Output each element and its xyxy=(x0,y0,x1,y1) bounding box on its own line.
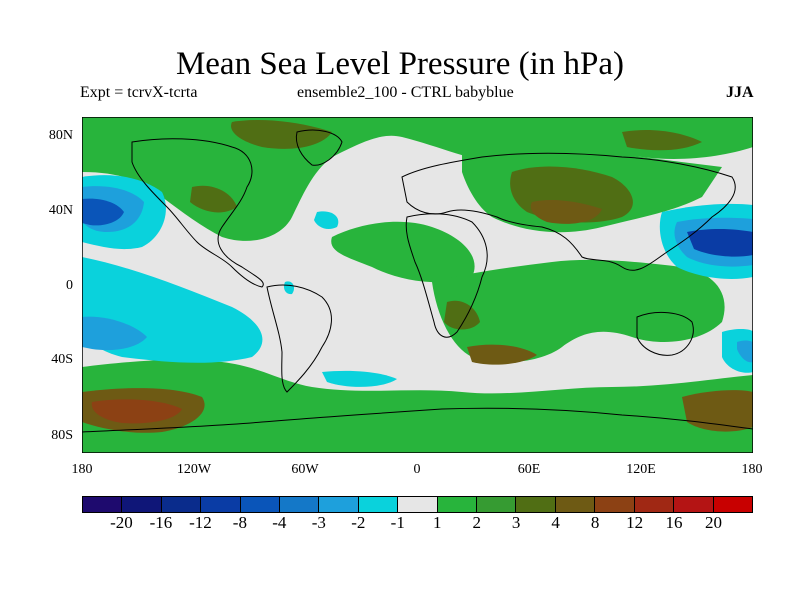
lat-tick-40n: 40N xyxy=(48,203,73,218)
color-bar-swatch xyxy=(280,497,320,512)
region-southpacific-core xyxy=(91,399,182,424)
ensemble-label: ensemble2_100 - CTRL babyblue xyxy=(297,84,514,101)
color-bar-label: -8 xyxy=(232,513,247,532)
lat-tick-80n: 80N xyxy=(48,128,73,143)
region-spacific-mid xyxy=(82,316,147,351)
color-bar-swatch xyxy=(358,497,399,512)
color-bar-label: 12 xyxy=(626,513,644,532)
lat-tick-80s: 80S xyxy=(51,428,73,443)
region-brazil-negative xyxy=(283,281,295,295)
color-bar-swatch xyxy=(398,497,438,512)
lon-tick-120w: 120W xyxy=(176,462,212,477)
region-nam-strong xyxy=(190,185,237,213)
color-bar xyxy=(82,496,753,513)
season-label: JJA xyxy=(726,84,754,101)
region-northern-positive xyxy=(82,117,753,241)
coast-north-america xyxy=(131,138,264,288)
lon-tick-60e: 60E xyxy=(517,462,541,477)
lat-tick-40s: 40S xyxy=(51,352,73,367)
color-bar-label: 2 xyxy=(472,513,481,532)
lon-tick-0: 0 xyxy=(413,462,421,477)
color-bar-swatch xyxy=(83,497,123,512)
color-bar-swatch xyxy=(634,497,675,512)
coast-africa xyxy=(405,213,488,338)
lon-tick-180w: 180 xyxy=(71,462,93,477)
region-tibet-strong xyxy=(530,199,602,224)
region-atlantic-positive xyxy=(331,221,475,283)
region-wpacific-core xyxy=(687,228,753,257)
color-bar-swatch xyxy=(516,497,556,512)
region-antarctic-strong xyxy=(682,390,753,432)
coast-greenland xyxy=(295,129,343,166)
region-southern-positive xyxy=(82,359,753,453)
color-bar-label: -4 xyxy=(272,513,287,532)
region-atlantic-negative-2 xyxy=(322,370,397,387)
color-bar-label: 4 xyxy=(551,513,560,532)
color-bar-swatch xyxy=(437,497,478,512)
lon-tick-120e: 120E xyxy=(626,462,656,477)
region-atlantic-negative-1 xyxy=(314,211,339,230)
color-bar-swatch xyxy=(240,497,281,512)
color-bar-swatch xyxy=(674,497,714,512)
coast-australia xyxy=(636,311,694,356)
color-bar-swatch xyxy=(161,497,202,512)
color-bar-swatch xyxy=(319,497,359,512)
coastlines xyxy=(82,129,753,433)
color-bar-label: -2 xyxy=(351,513,366,532)
lon-tick-60w: 60W xyxy=(291,462,319,477)
color-bar-swatch xyxy=(713,497,752,512)
color-bar-label: 16 xyxy=(665,513,683,532)
color-bar-label: 1 xyxy=(432,513,442,532)
region-australia-mid xyxy=(737,340,753,363)
lon-tick-180e: 180 xyxy=(741,462,763,477)
lat-tick-0: 0 xyxy=(66,278,73,293)
color-bar-label: -12 xyxy=(189,513,212,532)
region-npacific-core xyxy=(82,198,124,226)
coast-eurasia xyxy=(401,152,736,271)
region-africa-positive xyxy=(432,259,725,363)
color-bar-swatch xyxy=(595,497,635,512)
color-bar-label: -20 xyxy=(110,513,133,532)
region-arctic-strong xyxy=(231,120,332,149)
coast-south-america xyxy=(266,284,332,393)
region-siberia-strong xyxy=(622,130,702,151)
color-bar-label: -3 xyxy=(311,513,326,532)
region-indian-strong xyxy=(467,344,537,365)
pressure-anomaly-map xyxy=(82,117,753,453)
plot-title: Mean Sea Level Pressure (in hPa) xyxy=(175,46,625,82)
color-bar-swatch xyxy=(555,497,596,512)
color-bar-label: 8 xyxy=(590,513,600,532)
color-bar-label: 20 xyxy=(705,513,723,532)
color-bar-swatch xyxy=(201,497,241,512)
color-bar-label: -1 xyxy=(390,513,405,532)
color-bar-swatch xyxy=(477,497,517,512)
color-bar-label: 3 xyxy=(511,513,521,532)
color-bar-label: -16 xyxy=(149,513,173,532)
coast-antarctica xyxy=(82,407,753,433)
experiment-label: Expt = tcrvX-tcrta xyxy=(80,84,198,101)
region-australia-negative xyxy=(722,328,753,373)
color-bar-swatch xyxy=(122,497,162,512)
